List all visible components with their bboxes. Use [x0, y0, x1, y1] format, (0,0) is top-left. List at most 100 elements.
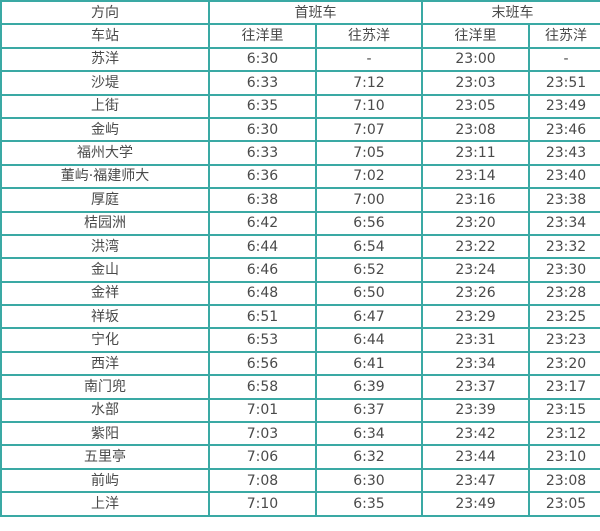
time-cell: 6:48	[208, 280, 317, 307]
time-cell: 6:33	[208, 140, 317, 166]
time-cell: -	[315, 46, 423, 73]
table-row: 金祥 6:48 6:50 23:26 23:28	[0, 280, 600, 307]
table-row: 金屿 6:30 7:07 23:08 23:46	[0, 116, 600, 143]
table-row: 桔园洲 6:42 6:56 23:20 23:34	[0, 210, 600, 236]
time-cell: 23:11	[421, 140, 530, 166]
time-cell: 6:35	[315, 491, 423, 517]
time-cell: 6:56	[315, 210, 423, 236]
time-cell: 6:36	[208, 163, 317, 190]
time-cell: 23:08	[421, 116, 530, 143]
station-header-cell: 车站	[0, 23, 210, 49]
first-train-to-yangli-header: 往洋里	[208, 23, 317, 49]
time-cell: 6:54	[315, 233, 423, 260]
direction-header-cell: 方向	[0, 0, 210, 26]
metro-timetable: 方向 首班车 末班车 车站 往洋里 往苏洋 往洋里 往苏洋 苏洋 6:30-23:…	[0, 0, 600, 517]
time-cell: 23:00	[421, 46, 530, 73]
time-cell: 23:05	[528, 491, 600, 517]
time-cell: 7:12	[315, 70, 423, 96]
time-cell: 23:34	[528, 210, 600, 236]
time-cell: 6:37	[315, 397, 423, 424]
time-cell: 7:06	[208, 444, 317, 470]
time-cell: 6:53	[208, 327, 317, 353]
table-row: 金山 6:46 6:52 23:24 23:30	[0, 257, 600, 283]
time-cell: 7:10	[315, 93, 423, 119]
time-cell: 23:22	[421, 233, 530, 260]
last-train-to-suyang-header: 往苏洋	[528, 23, 600, 49]
time-cell: 23:25	[528, 304, 600, 330]
time-cell: 7:05	[315, 140, 423, 166]
time-cell: 6:30	[208, 46, 317, 73]
time-cell: 23:44	[421, 444, 530, 470]
time-cell: 23:17	[528, 374, 600, 400]
time-cell: 6:42	[208, 210, 317, 236]
time-cell: 23:16	[421, 187, 530, 213]
time-cell: 6:47	[315, 304, 423, 330]
time-cell: 23:49	[421, 491, 530, 517]
time-cell: 23:15	[528, 397, 600, 424]
time-cell: 23:51	[528, 70, 600, 96]
time-cell: 23:47	[421, 467, 530, 494]
station-cell: 西洋	[0, 350, 210, 377]
station-cell: 水部	[0, 397, 210, 424]
time-cell: 23:31	[421, 327, 530, 353]
time-cell: 23:37	[421, 374, 530, 400]
timetable-body: 苏洋 6:30-23:00- 沙堤 6:33 7:12 23:03 23:51 上街 6:35 7…	[0, 46, 600, 517]
station-cell: 金山	[0, 257, 210, 283]
time-cell: 6:52	[315, 257, 423, 283]
time-cell: 23:20	[421, 210, 530, 236]
time-cell: 23:23	[528, 327, 600, 353]
first-train-header-cell: 首班车	[208, 0, 423, 26]
time-cell: 6:51	[208, 304, 317, 330]
station-cell: 紫阳	[0, 421, 210, 447]
time-cell: 6:44	[315, 327, 423, 353]
time-cell: 23:39	[421, 397, 530, 424]
table-row: 西洋 6:56 6:41 23:34 23:20	[0, 350, 600, 377]
time-cell: 23:03	[421, 70, 530, 96]
table-row: 宁化 6:53 6:44 23:31 23:23	[0, 327, 600, 353]
time-cell: 6:50	[315, 280, 423, 307]
time-cell: 7:02	[315, 163, 423, 190]
time-cell: 23:12	[528, 421, 600, 447]
time-cell: 23:14	[421, 163, 530, 190]
time-cell: 23:42	[421, 421, 530, 447]
station-cell: 南门兜	[0, 374, 210, 400]
time-cell: 7:00	[315, 187, 423, 213]
station-cell: 洪湾	[0, 233, 210, 260]
time-cell: 6:30	[208, 116, 317, 143]
time-cell: 23:29	[421, 304, 530, 330]
table-row: 沙堤 6:33 7:12 23:03 23:51	[0, 70, 600, 96]
time-cell: 23:40	[528, 163, 600, 190]
time-cell: 23:08	[528, 467, 600, 494]
time-cell: 23:30	[528, 257, 600, 283]
time-cell: 6:34	[315, 421, 423, 447]
time-cell: 6:39	[315, 374, 423, 400]
table-row: 福州大学 6:33 7:05 23:11 23:43	[0, 140, 600, 166]
station-cell: 沙堤	[0, 70, 210, 96]
time-cell: 6:35	[208, 93, 317, 119]
station-cell: 桔园洲	[0, 210, 210, 236]
time-cell: 23:24	[421, 257, 530, 283]
header-row-station: 车站 往洋里 往苏洋 往洋里 往苏洋	[0, 23, 600, 49]
time-cell: 23:49	[528, 93, 600, 119]
first-train-to-suyang-header: 往苏洋	[315, 23, 423, 49]
station-cell: 宁化	[0, 327, 210, 353]
time-cell: -	[528, 46, 600, 73]
last-train-to-yangli-header: 往洋里	[421, 23, 530, 49]
time-cell: 6:33	[208, 70, 317, 96]
table-row: 前屿 7:08 6:30 23:47 23:08	[0, 467, 600, 494]
time-cell: 6:38	[208, 187, 317, 213]
time-cell: 6:30	[315, 467, 423, 494]
time-cell: 6:58	[208, 374, 317, 400]
time-cell: 7:03	[208, 421, 317, 447]
table-row: 祥坂 6:51 6:47 23:29 23:25	[0, 304, 600, 330]
time-cell: 23:32	[528, 233, 600, 260]
time-cell: 23:10	[528, 444, 600, 470]
time-cell: 6:44	[208, 233, 317, 260]
table-row: 水部 7:01 6:37 23:39 23:15	[0, 397, 600, 424]
time-cell: 6:46	[208, 257, 317, 283]
header-row-direction: 方向 首班车 末班车	[0, 0, 600, 26]
time-cell: 23:20	[528, 350, 600, 377]
time-cell: 7:08	[208, 467, 317, 494]
time-cell: 23:28	[528, 280, 600, 307]
time-cell: 6:56	[208, 350, 317, 377]
